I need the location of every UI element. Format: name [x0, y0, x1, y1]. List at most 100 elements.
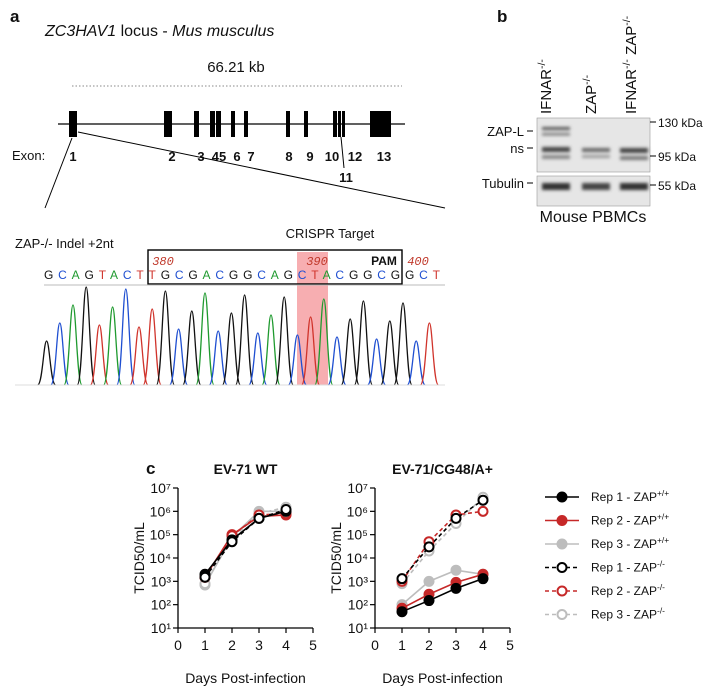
peak	[393, 302, 413, 386]
exon-pointer	[340, 136, 345, 169]
y-tick-label: 10¹	[348, 620, 369, 636]
x-tick-label: 3	[452, 637, 460, 653]
chromatogram	[36, 286, 440, 386]
data-point	[226, 536, 238, 548]
y-tick-label: 10⁵	[150, 527, 171, 543]
peak	[76, 286, 96, 386]
x-tick-label: 5	[309, 637, 317, 653]
peak	[234, 294, 255, 386]
marker-label: 95 kDa	[658, 150, 696, 164]
title-text: locus -	[116, 23, 172, 40]
exon-label: 11	[339, 170, 353, 185]
band-label: Tubulin	[482, 176, 524, 191]
locus-title: ZC3HAV1 locus - Mus musculus	[44, 23, 274, 40]
data-point	[450, 564, 462, 576]
legend-label: Rep 2 - ZAP-/-	[591, 582, 665, 598]
exon-label: 12	[348, 149, 362, 164]
band-label: ZAP-L	[487, 124, 524, 139]
x-tick-label: 2	[228, 637, 236, 653]
x-tick-label: 1	[398, 637, 406, 653]
y-tick-label: 10³	[151, 573, 172, 589]
series-line	[401, 573, 484, 609]
crispr-label: CRISPR Target	[286, 226, 375, 241]
data-point	[253, 512, 265, 524]
exon-label: 9	[306, 149, 313, 164]
series-line	[204, 510, 286, 586]
peak	[89, 324, 110, 386]
panel-label: b	[497, 7, 507, 26]
y-tick-label: 10²	[151, 597, 172, 613]
peak	[406, 340, 426, 386]
data-point	[477, 505, 489, 517]
legend-label: Rep 3 - ZAP-/-	[591, 606, 665, 622]
blot-caption: Mouse PBMCs	[540, 209, 647, 226]
peak	[366, 338, 387, 386]
y-tick-label: 10⁷	[150, 480, 171, 496]
exon-label: 6	[233, 149, 240, 164]
chart-title: EV-71/CG48/A+	[392, 461, 493, 477]
y-tick-label: 10³	[348, 573, 369, 589]
peak	[248, 332, 268, 386]
exon-label: 10	[325, 149, 339, 164]
peak	[274, 296, 294, 386]
exon-label: 7	[247, 149, 254, 164]
peak	[168, 328, 189, 386]
gene-name: ZC3HAV1	[44, 23, 116, 40]
panel-label: a	[10, 7, 20, 26]
y-tick-label: 10⁷	[347, 480, 368, 496]
blot	[536, 175, 651, 207]
y-tick-label: 10⁴	[346, 550, 368, 566]
legend-label: Rep 1 - ZAP+/+	[591, 488, 669, 504]
series-line	[204, 508, 287, 578]
legend-label: Rep 2 - ZAP+/+	[591, 512, 669, 528]
legend-marker	[556, 585, 568, 597]
blot	[536, 117, 651, 173]
exon-heading: Exon:	[12, 148, 45, 163]
locus-length: 66.21 kb	[207, 59, 265, 76]
peak	[182, 310, 202, 386]
legend-marker	[556, 609, 568, 620]
data-point	[477, 573, 489, 585]
peak	[419, 322, 440, 386]
lane-label: IFNAR-/-	[536, 59, 555, 114]
lane-label: IFNAR-/- ZAP-/-	[621, 15, 640, 114]
y-tick-label: 10¹	[151, 620, 172, 636]
y-tick-label: 10²	[348, 597, 369, 613]
position-label: 400	[407, 255, 429, 269]
legend-marker	[556, 515, 568, 526]
x-tick-label: 0	[174, 637, 182, 653]
legend-label: Rep 1 - ZAP-/-	[591, 559, 665, 575]
peak	[221, 312, 242, 386]
data-point	[423, 575, 435, 587]
peak	[102, 306, 123, 386]
x-tick-label: 0	[371, 637, 379, 653]
exon-label: 2	[168, 149, 175, 164]
peak	[50, 322, 70, 386]
marker-label: 130 kDa	[658, 116, 703, 130]
legend-marker	[556, 491, 568, 503]
lane-label: ZAP-/-	[581, 74, 600, 114]
peak	[63, 304, 83, 386]
blot-bands	[542, 127, 648, 160]
peak	[340, 318, 360, 386]
peak	[287, 334, 308, 386]
x-tick-label: 4	[479, 637, 487, 653]
peak	[142, 308, 162, 386]
y-tick-label: 10⁶	[347, 503, 368, 519]
peak	[261, 314, 281, 386]
x-axis-label: Days Post-infection	[185, 670, 306, 686]
peak	[195, 292, 215, 386]
peak	[116, 288, 136, 386]
exon-label: 13	[377, 149, 391, 164]
exons	[69, 111, 391, 137]
zoom-line	[44, 137, 73, 209]
zoom-line	[77, 131, 446, 209]
data-point	[396, 573, 408, 585]
peak	[314, 298, 334, 386]
x-axis-label: Days Post-infection	[382, 670, 503, 686]
x-tick-label: 4	[282, 637, 290, 653]
data-point	[423, 595, 435, 607]
position-label: 380	[152, 255, 174, 269]
peak	[208, 330, 228, 386]
